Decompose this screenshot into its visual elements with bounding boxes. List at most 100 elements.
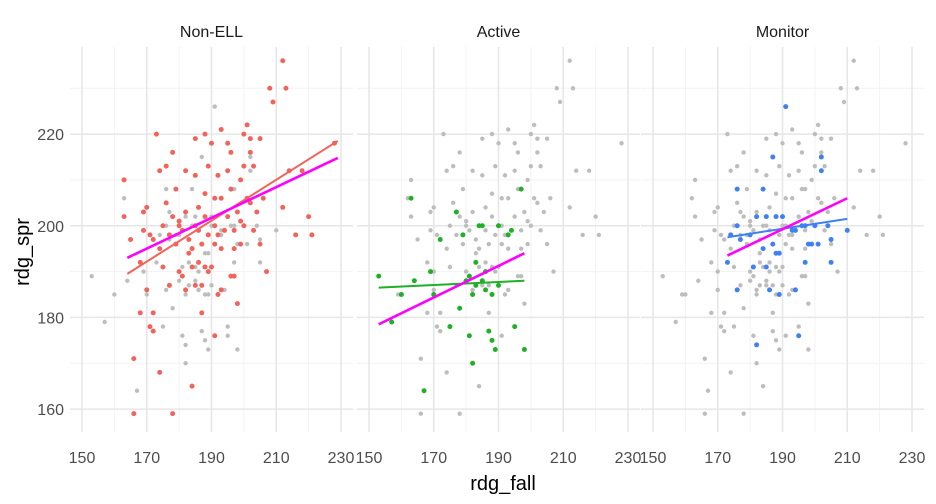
data-point bbox=[179, 273, 185, 279]
background-point bbox=[489, 191, 495, 196]
data-point bbox=[398, 292, 404, 297]
background-point bbox=[134, 388, 140, 393]
background-point bbox=[809, 218, 814, 224]
background-point bbox=[483, 228, 488, 233]
background-point bbox=[802, 246, 808, 251]
background-point bbox=[799, 186, 805, 192]
background-point bbox=[248, 154, 253, 160]
background-point bbox=[673, 319, 678, 325]
data-point bbox=[231, 227, 237, 233]
background-point bbox=[418, 411, 423, 416]
background-point bbox=[463, 269, 469, 274]
background-point bbox=[819, 200, 824, 206]
background-point bbox=[819, 150, 824, 155]
background-point bbox=[473, 251, 479, 256]
background-point bbox=[199, 154, 204, 160]
data-point bbox=[121, 214, 127, 220]
background-point bbox=[528, 131, 534, 137]
data-point bbox=[783, 104, 789, 110]
data-point bbox=[170, 411, 176, 417]
data-point bbox=[776, 250, 782, 256]
background-point bbox=[851, 205, 856, 210]
background-point bbox=[470, 168, 475, 173]
data-point bbox=[199, 282, 205, 288]
data-point bbox=[270, 99, 276, 105]
background-point bbox=[535, 200, 540, 206]
data-point bbox=[453, 209, 459, 215]
background-point bbox=[780, 264, 785, 270]
background-point bbox=[480, 173, 485, 178]
background-point bbox=[777, 232, 782, 238]
background-point bbox=[683, 292, 688, 297]
background-point bbox=[522, 301, 527, 306]
data-point bbox=[209, 264, 214, 270]
background-point bbox=[858, 168, 863, 173]
overall-fit-line bbox=[126, 156, 339, 260]
background-point bbox=[180, 264, 185, 270]
data-point bbox=[131, 411, 137, 417]
background-point bbox=[806, 347, 811, 352]
background-point bbox=[822, 228, 827, 233]
data-point bbox=[844, 227, 850, 233]
background-point bbox=[728, 168, 733, 173]
data-point bbox=[437, 237, 443, 242]
background-point bbox=[209, 283, 214, 288]
data-point bbox=[512, 324, 518, 330]
background-point bbox=[441, 131, 446, 137]
data-point bbox=[802, 259, 808, 265]
data-point bbox=[202, 264, 208, 270]
background-point bbox=[754, 292, 759, 297]
data-point bbox=[183, 209, 189, 215]
background-point bbox=[796, 141, 801, 146]
background-point bbox=[428, 209, 433, 215]
background-point bbox=[692, 177, 698, 183]
data-point bbox=[247, 136, 253, 142]
panel-active: Active 150 170 190 210 230 bbox=[356, 24, 642, 467]
data-point bbox=[447, 324, 453, 330]
background-point bbox=[751, 273, 756, 279]
data-point bbox=[144, 204, 150, 210]
data-point bbox=[234, 301, 240, 307]
data-point bbox=[264, 269, 270, 275]
data-point bbox=[260, 195, 266, 201]
data-point bbox=[508, 227, 514, 233]
background-point bbox=[712, 228, 717, 233]
background-point bbox=[554, 86, 559, 91]
background-point bbox=[731, 264, 737, 270]
data-point bbox=[218, 246, 224, 252]
x-tick-label: 170 bbox=[420, 450, 447, 467]
background-point bbox=[709, 310, 714, 316]
background-point bbox=[757, 260, 763, 265]
background-point bbox=[274, 228, 279, 233]
background-point bbox=[802, 273, 808, 279]
data-point bbox=[212, 195, 218, 201]
background-point bbox=[738, 283, 743, 288]
background-point bbox=[679, 292, 685, 297]
background-point bbox=[434, 232, 440, 238]
background-point bbox=[154, 260, 159, 265]
background-point bbox=[89, 273, 94, 279]
background-point bbox=[463, 223, 469, 228]
background-point bbox=[480, 136, 485, 141]
background-point bbox=[786, 232, 792, 238]
background-point bbox=[502, 173, 508, 178]
background-point bbox=[206, 251, 211, 256]
data-point bbox=[257, 241, 263, 247]
data-point bbox=[199, 241, 205, 247]
background-point bbox=[196, 287, 201, 293]
background-point bbox=[815, 122, 821, 128]
data-point bbox=[218, 127, 224, 132]
background-point bbox=[760, 383, 766, 389]
data-point bbox=[186, 237, 192, 242]
background-point bbox=[780, 283, 785, 288]
x-tick-label: 170 bbox=[133, 450, 160, 467]
data-point bbox=[157, 369, 163, 375]
background-point bbox=[744, 186, 750, 192]
data-point bbox=[121, 177, 127, 183]
background-point bbox=[854, 86, 860, 91]
background-point bbox=[718, 324, 724, 329]
data-point bbox=[773, 214, 779, 220]
background-point bbox=[544, 241, 550, 247]
background-point bbox=[773, 338, 779, 343]
background-point bbox=[770, 328, 775, 334]
